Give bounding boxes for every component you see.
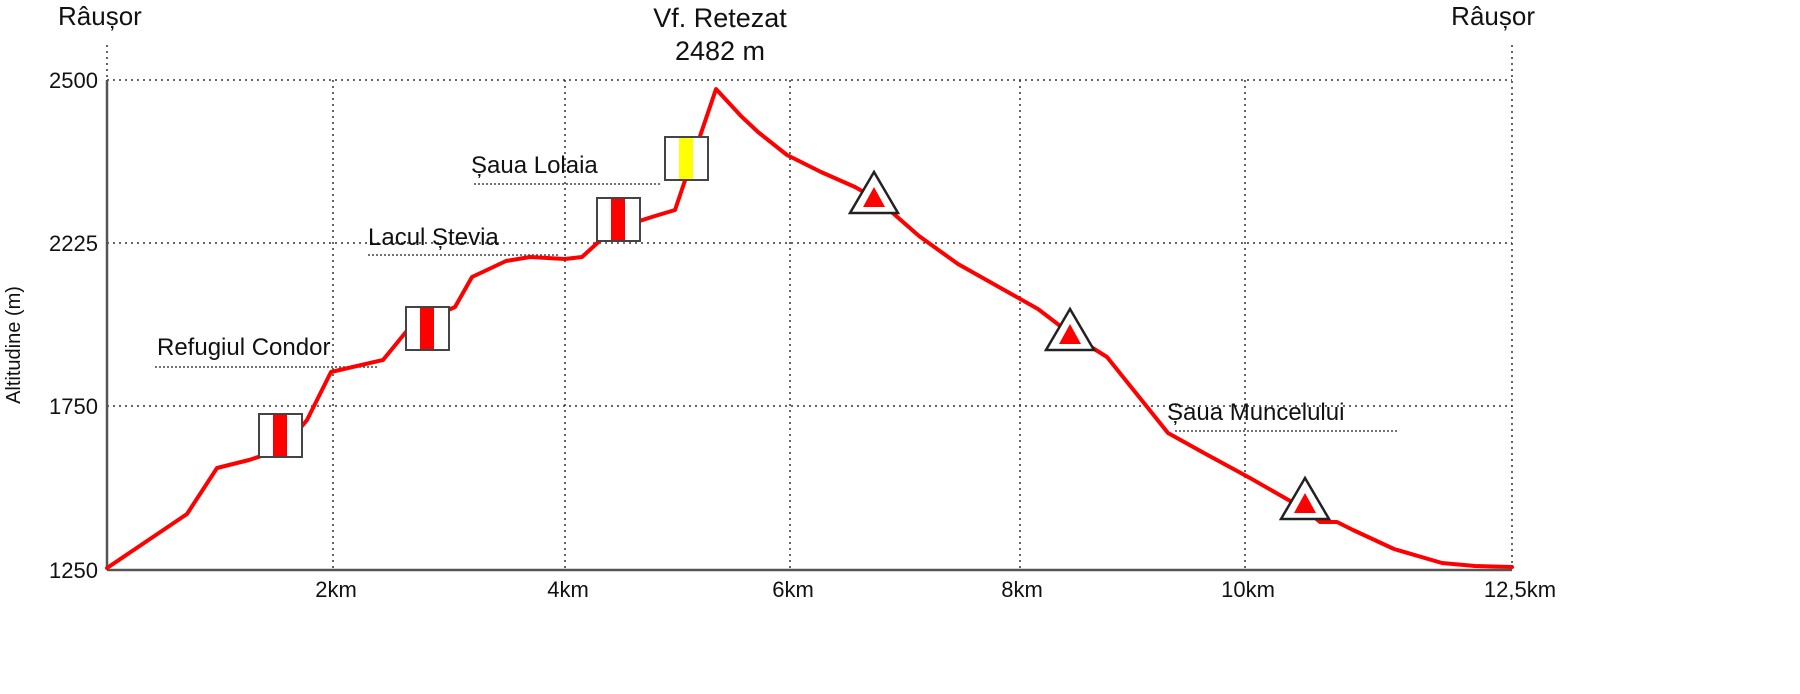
grid [106, 45, 1513, 570]
x-tick-8km: 8km [1001, 577, 1043, 602]
y-tick-1250: 1250 [49, 558, 98, 583]
trail-marker-triangle-1 [847, 169, 901, 215]
waypoint-saua-lolaia: Șaua Lolaia [471, 152, 598, 179]
trail-marker-red-3 [596, 197, 641, 242]
start-location-label: Râușor [58, 1, 142, 31]
trail-marker-triangle-2 [1043, 306, 1097, 352]
waypoint-underlines [155, 183, 1398, 432]
x-tick-10km: 10km [1221, 577, 1275, 602]
x-tick-2km: 2km [315, 577, 357, 602]
y-tick-2500: 2500 [49, 68, 98, 93]
peak-name-label: Vf. Retezat [653, 3, 787, 33]
y-tick-2225: 2225 [49, 231, 98, 256]
peak-altitude-label: 2482 m [675, 36, 765, 66]
waypoint-refugiul-condor: Refugiul Condor [157, 334, 330, 361]
x-tick-6km: 6km [772, 577, 814, 602]
end-location-label: Râușor [1451, 1, 1535, 31]
waypoint-saua-muncelului: Șaua Muncelului [1167, 399, 1344, 426]
trail-marker-red-2 [405, 306, 450, 351]
trail-marker-red-1 [258, 413, 303, 458]
axes [105, 80, 1512, 572]
x-tick-12-5km: 12,5km [1484, 577, 1556, 602]
y-axis-title: Altitudine (m) [3, 286, 25, 404]
x-tick-4km: 4km [547, 577, 589, 602]
y-tick-1750: 1750 [49, 394, 98, 419]
trail-marker-triangle-3 [1278, 475, 1332, 521]
trail-marker-yellow [664, 136, 709, 181]
waypoint-lacul-stevia: Lacul Ștevia [368, 224, 499, 251]
